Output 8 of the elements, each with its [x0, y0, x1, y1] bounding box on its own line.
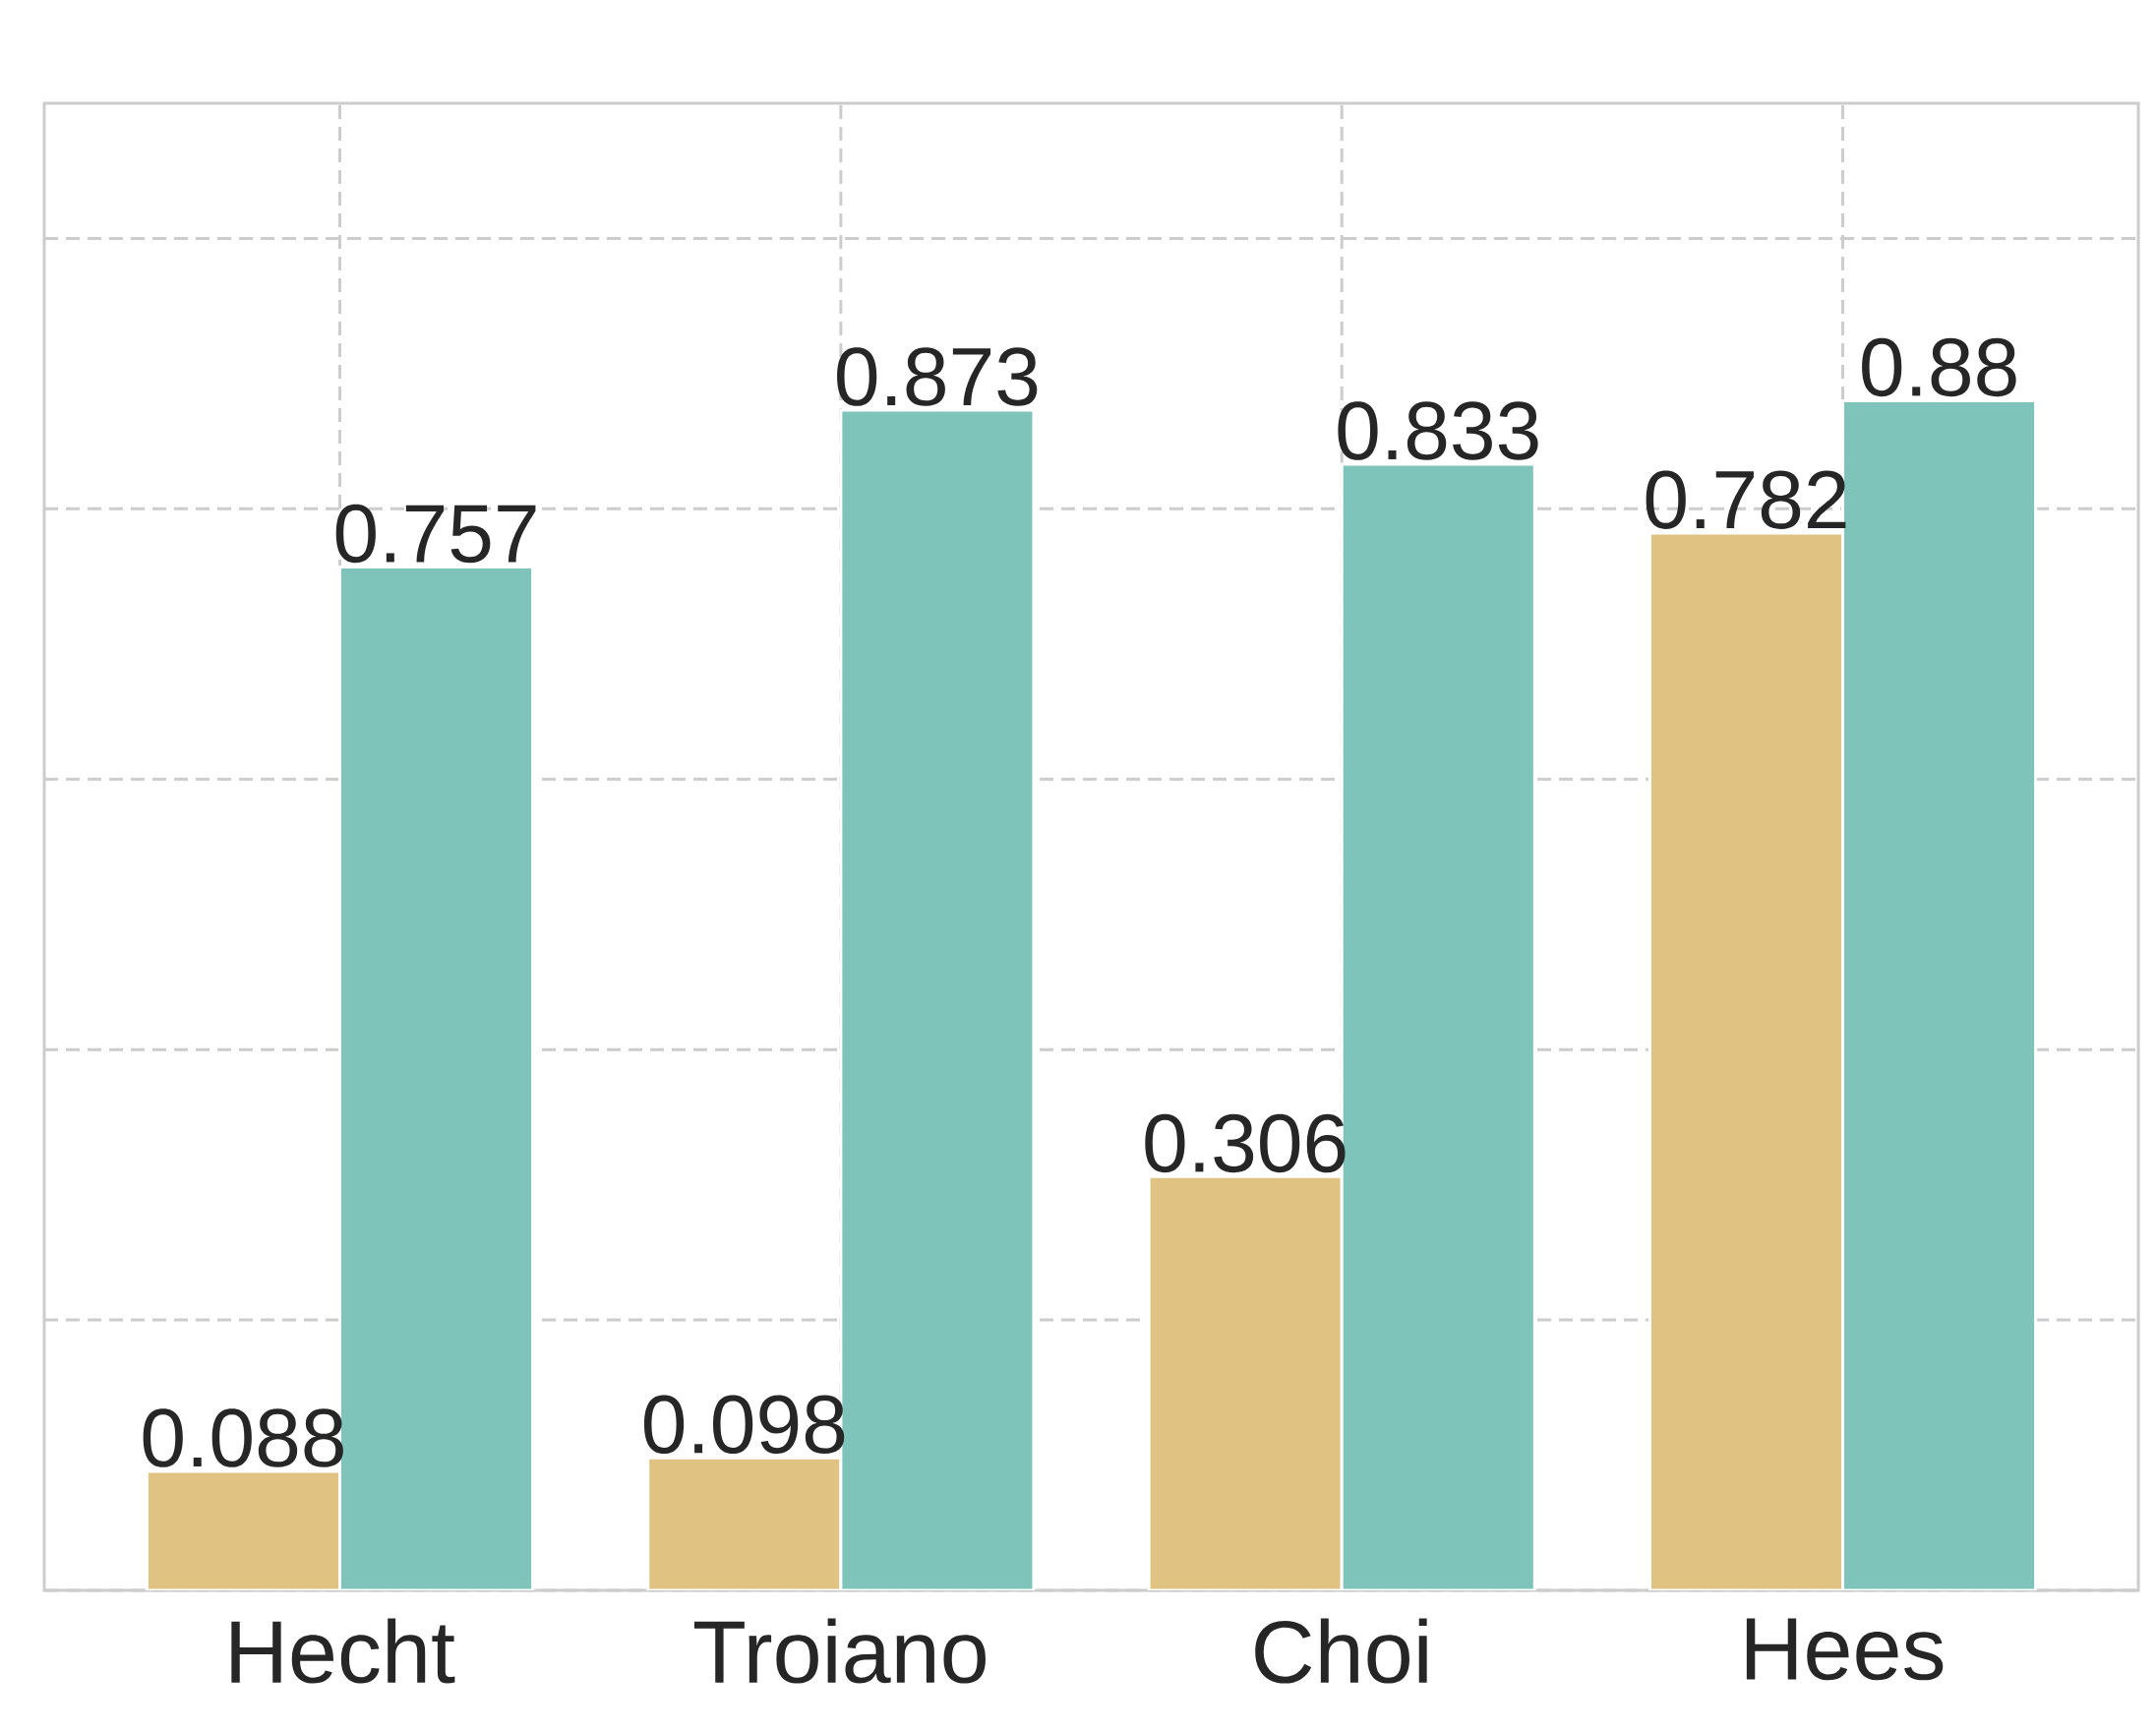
data-label: 0.757	[335, 504, 536, 564]
x-tick-label: Hecht	[231, 1618, 455, 1684]
data-label: 0.88	[1862, 337, 2016, 397]
data-label: 0.873	[837, 347, 1038, 406]
x-tick-label: Hees	[1746, 1618, 1944, 1681]
data-label: 0.833	[1338, 401, 1538, 460]
x-tick-label: Troiano	[693, 1618, 986, 1684]
x-tick-label: Choi	[1255, 1618, 1427, 1684]
